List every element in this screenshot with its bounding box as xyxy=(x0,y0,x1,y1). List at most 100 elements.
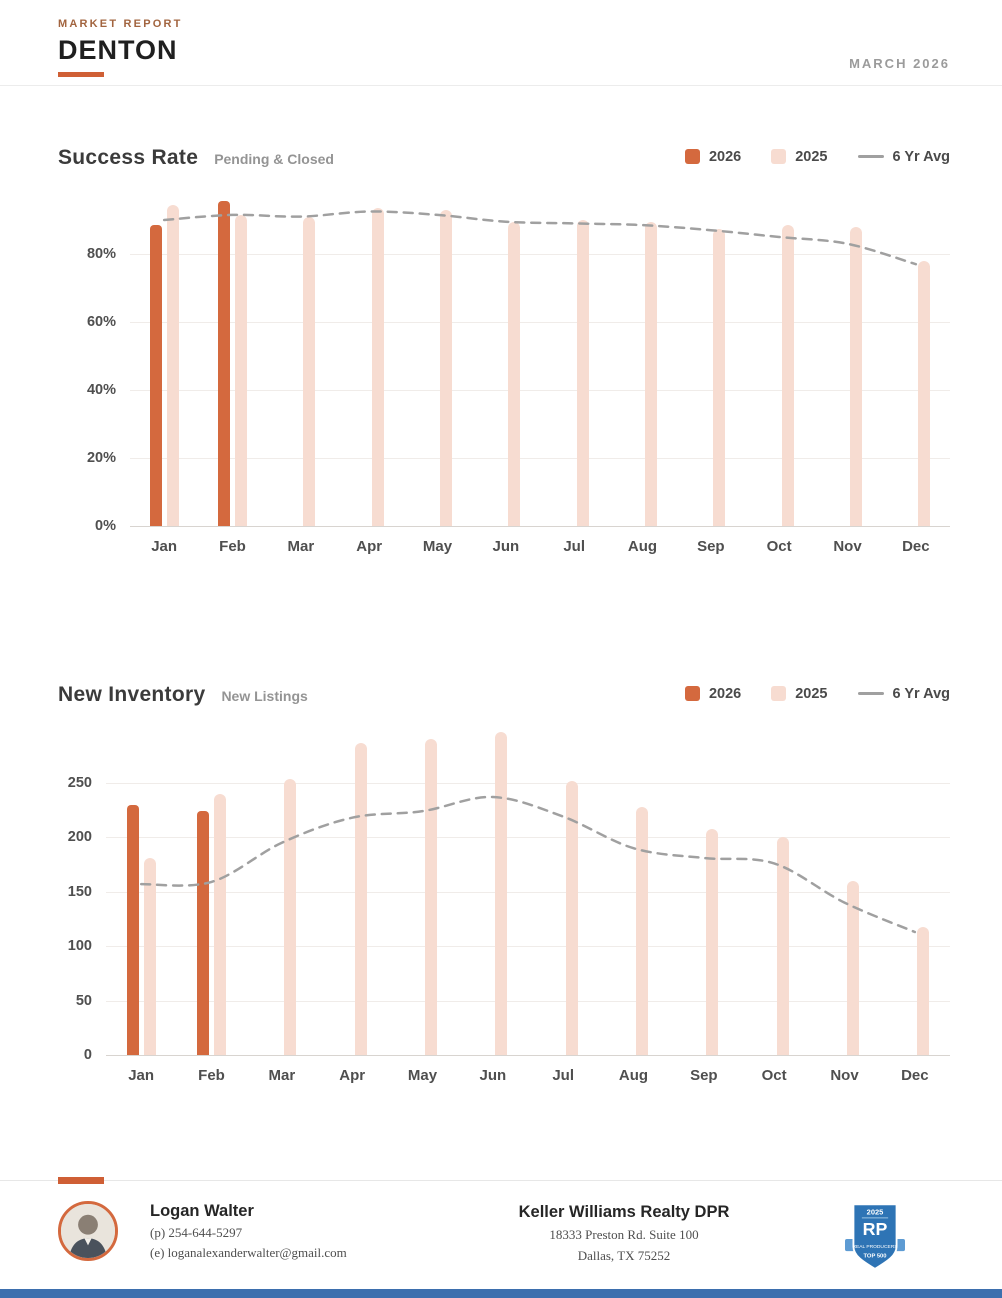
badge-initials: RP xyxy=(863,1219,888,1239)
real-producers-badge-icon: 2025 RP REAL PRODUCERS TOP 500 xyxy=(845,1203,905,1271)
success-rate-chart-section: Success Rate Pending & Closed 2026 2025 … xyxy=(58,146,950,567)
agent-phone: (p) 254-644-5297 xyxy=(150,1224,243,1240)
x-axis-label: Oct xyxy=(761,1067,787,1084)
bar-2025-dec xyxy=(917,926,930,1055)
bar-2025-sep xyxy=(706,828,719,1055)
x-axis-label: Sep xyxy=(690,1067,718,1084)
legend-item-avg: 6 Yr Avg xyxy=(857,148,951,165)
grid-line xyxy=(130,254,950,255)
legend-2025-label: 2025 xyxy=(795,148,828,165)
chart-title: New Inventory xyxy=(58,683,206,706)
x-axis-label: Mar xyxy=(268,1067,296,1084)
bar-2025-jun xyxy=(495,731,508,1055)
legend-item-2025: 2025 xyxy=(771,148,828,165)
bar-2025-oct xyxy=(781,225,794,526)
chart-legend: 2026 2025 6 Yr Avg xyxy=(684,148,951,165)
y-axis-label: 80% xyxy=(86,246,116,262)
y-axis-label: 200 xyxy=(67,829,92,846)
chart-plot-wrapper: Jan Feb Mar Apr May Jun Jul Aug Sep Oct Nov Dec 0 50… xyxy=(58,723,950,1096)
agent-name: Logan Walter xyxy=(150,1201,254,1220)
y-axis-label: 100 xyxy=(67,938,92,955)
y-axis-label: 150 xyxy=(67,883,92,900)
bar-2025-may xyxy=(440,209,452,526)
bar-2025-jan xyxy=(166,204,179,526)
bar-2025-aug xyxy=(636,806,648,1055)
legend-item-2026: 2026 xyxy=(684,148,742,165)
title-accent-bar xyxy=(58,72,104,77)
bar-2026-feb xyxy=(197,811,209,1055)
bar-2025-mar xyxy=(303,216,316,526)
legend-avg-swatch xyxy=(857,692,884,695)
x-axis-label: Jun xyxy=(492,538,520,555)
legend-2025-label: 2025 xyxy=(795,685,828,702)
badge-tier: TOP 500 xyxy=(864,1254,887,1260)
legend-avg-label: 6 Yr Avg xyxy=(892,685,951,702)
grid-line xyxy=(106,946,950,948)
footer-row: Logan Walter (p) 254-644-5297 (e) logana… xyxy=(58,1201,950,1275)
bar-2025-jul xyxy=(565,780,578,1055)
badge-block: 2025 RP REAL PRODUCERS TOP 500 xyxy=(800,1201,950,1275)
report-eyebrow: MARKET REPORT xyxy=(58,18,183,30)
legend-2026-label: 2026 xyxy=(708,148,742,165)
y-axis-label: 40% xyxy=(86,382,116,398)
x-axis-label: Mar xyxy=(287,538,315,555)
office-block: Keller Williams Realty DPR 18333 Preston… xyxy=(448,1201,800,1264)
x-axis-label: May xyxy=(422,538,453,555)
bar-2025-nov xyxy=(850,226,862,526)
bar-2025-apr xyxy=(354,742,367,1055)
y-axis-label: 250 xyxy=(67,774,92,791)
legend-2025-swatch xyxy=(771,149,787,164)
badge-org: REAL PRODUCERS xyxy=(853,1244,899,1250)
chart-plot-area: Jan Feb Mar Apr May Jun Jul Aug Sep Oct Nov Dec xyxy=(130,186,950,555)
bar-2026-jan xyxy=(126,804,139,1055)
agent-block: Logan Walter (p) 254-644-5297 (e) logana… xyxy=(58,1201,448,1261)
x-axis-label: Aug xyxy=(627,538,658,555)
x-axis-label: Sep xyxy=(697,538,725,555)
x-axis-label: Jan xyxy=(151,538,178,555)
six-year-avg-line xyxy=(162,210,918,266)
chart-title: Success Rate xyxy=(58,146,199,169)
office-address-line2: Dallas, TX 75252 xyxy=(577,1248,671,1263)
y-axis-label: 60% xyxy=(86,314,116,330)
bar-2025-oct xyxy=(776,837,789,1055)
x-axis-label: Jul xyxy=(552,1067,574,1084)
bar-2026-feb xyxy=(218,201,230,526)
chart-header: New Inventory New Listings 2026 2025 6 Y… xyxy=(58,683,950,707)
legend-item-2025: 2025 xyxy=(771,685,828,702)
bar-2025-may xyxy=(425,739,437,1055)
y-axis-label: 0 xyxy=(83,1047,92,1063)
y-axis-label: 0% xyxy=(95,518,116,534)
x-axis-label: Aug xyxy=(618,1067,649,1084)
bar-2025-apr xyxy=(371,208,384,526)
grid-line xyxy=(106,782,950,784)
page-title: DENTON xyxy=(58,35,178,65)
x-axis-label: Nov xyxy=(833,538,862,555)
legend-avg-label: 6 Yr Avg xyxy=(892,148,951,165)
legend-item-2026: 2026 xyxy=(684,686,741,702)
bar-2025-sep xyxy=(713,228,726,526)
grid-line xyxy=(106,1000,950,1002)
chart-subtitle: Pending & Closed xyxy=(214,151,334,167)
legend-avg-swatch xyxy=(857,155,884,158)
chart-subtitle: New Listings xyxy=(221,688,308,704)
badge-year: 2025 xyxy=(867,1208,884,1217)
y-axis-label: 20% xyxy=(86,450,116,466)
bar-2026-jan xyxy=(149,225,162,526)
bar-2025-nov xyxy=(847,880,859,1055)
bar-2025-feb xyxy=(235,214,247,526)
grid-line xyxy=(130,458,950,459)
report-date: MARCH 2026 xyxy=(849,56,950,71)
bar-2025-jun xyxy=(508,221,521,526)
x-axis-label: Jul xyxy=(563,538,585,555)
chart-plot-area: Jan Feb Mar Apr May Jun Jul Aug Sep Oct Nov Dec xyxy=(106,723,950,1084)
legend-2026-swatch xyxy=(684,686,700,701)
grid-line xyxy=(130,322,950,323)
bar-2025-jul xyxy=(576,220,589,526)
x-axis-label: Dec xyxy=(901,1067,929,1084)
bar-2025-mar xyxy=(284,778,297,1055)
office-address-line1: 18333 Preston Rd. Suite 100 xyxy=(549,1227,699,1242)
x-axis-label: Apr xyxy=(356,538,383,555)
agent-info: Logan Walter (p) 254-644-5297 (e) logana… xyxy=(150,1202,347,1261)
footer-accent-bar xyxy=(58,1177,104,1184)
